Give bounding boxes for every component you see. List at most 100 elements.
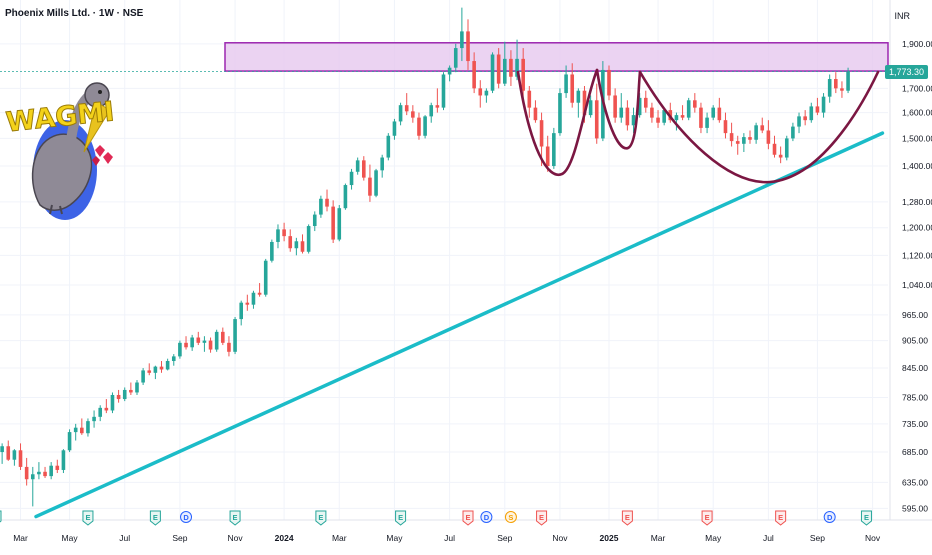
candle-body [355, 160, 360, 172]
y-tick-label: 735.00 [902, 419, 928, 429]
candle-body [545, 146, 550, 167]
y-tick-label: 1,400.00 [902, 161, 932, 171]
event-marker-shape [149, 510, 161, 526]
candle [319, 195, 323, 218]
x-tick-label: Jul [763, 533, 774, 543]
event-marker-shape [775, 510, 787, 526]
candle-body [343, 185, 348, 209]
gem-3 [92, 156, 100, 166]
candle-body [61, 450, 66, 470]
event-marker-shape [395, 510, 407, 526]
candle-body [699, 107, 703, 128]
candle [625, 100, 630, 131]
x-tick-label: Sep [497, 533, 512, 543]
candle [705, 112, 709, 134]
candle [184, 336, 188, 350]
candle [411, 105, 415, 123]
event-marker-label: D [484, 513, 490, 522]
candle-body [840, 88, 844, 91]
candle-body [6, 446, 11, 460]
candle [784, 135, 789, 161]
candle [778, 146, 783, 164]
candle-body [754, 125, 758, 140]
candle [239, 300, 243, 326]
candle [490, 52, 495, 94]
event-marker-shape [82, 510, 94, 526]
candle-body [368, 177, 372, 196]
candle [748, 130, 752, 144]
candle-body [711, 107, 716, 118]
candle-body [472, 61, 476, 89]
event-marker-earnings-miss: E [701, 510, 713, 526]
candle [680, 105, 685, 121]
candle-body [196, 337, 201, 343]
candle [772, 135, 777, 158]
candle-body [153, 366, 158, 373]
x-tick-label: Nov [228, 533, 244, 543]
event-marker-label: E [625, 513, 630, 522]
event-marker-earnings: E [0, 510, 2, 523]
y-tick-label: 1,280.00 [902, 197, 932, 207]
candle-body [92, 416, 96, 422]
candle-body [86, 421, 90, 434]
candle [18, 443, 23, 470]
y-tick-label: 1,600.00 [902, 108, 932, 118]
candle [545, 135, 550, 172]
candle [135, 380, 139, 395]
candle-body [135, 382, 139, 393]
resistance-zone-box [224, 42, 889, 72]
currency-label: INR [894, 11, 911, 21]
candle [147, 363, 152, 376]
candles [0, 7, 850, 507]
gem-2 [103, 152, 113, 164]
event-marker-shape [536, 510, 548, 526]
candle-body [717, 107, 722, 121]
candle [827, 74, 832, 103]
candle [251, 290, 256, 309]
candle [729, 122, 734, 147]
candle [178, 340, 182, 359]
event-marker-shape [180, 511, 193, 523]
event-marker-earnings: E [860, 510, 872, 526]
candle-body [729, 133, 734, 142]
candle [43, 466, 47, 478]
candle [337, 205, 342, 242]
candle [116, 389, 121, 403]
candle-body [116, 394, 121, 400]
candle [441, 72, 446, 111]
candle [288, 229, 293, 252]
candle-body [490, 54, 495, 91]
event-markers: EEEDEEEEDSEEEEDE [0, 510, 872, 526]
event-marker-split: S [504, 511, 517, 523]
candle [98, 405, 103, 422]
candle [30, 466, 35, 507]
y-tick-label: 685.00 [902, 447, 928, 457]
candle-body [735, 141, 740, 144]
candle [282, 222, 286, 242]
trendline-line [34, 131, 885, 519]
candle [12, 449, 17, 466]
candle [429, 102, 434, 123]
event-marker-earnings: E [149, 510, 161, 526]
candle [196, 331, 201, 346]
event-marker-label: E [705, 513, 710, 522]
candle-body [312, 214, 317, 227]
candle [0, 443, 4, 464]
gem-1 [95, 145, 105, 157]
event-marker-label: S [508, 513, 513, 522]
candle [760, 117, 765, 134]
candle-body [778, 154, 783, 158]
candle [496, 48, 501, 89]
candle-body [380, 157, 384, 171]
candle [643, 90, 648, 113]
candle [821, 93, 826, 118]
candle [460, 7, 464, 62]
candle-body [496, 54, 501, 84]
event-marker-label: E [778, 513, 783, 522]
candle [153, 365, 158, 380]
candle-body [202, 340, 207, 343]
candle [619, 93, 624, 123]
candle [190, 334, 194, 351]
